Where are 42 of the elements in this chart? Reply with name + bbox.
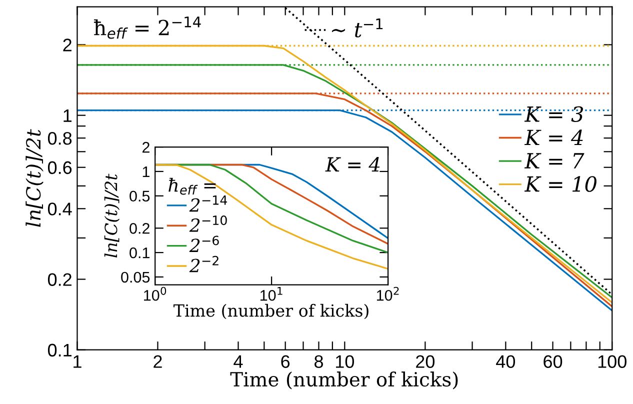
- legend-label: ∼ t$^{−1}$: [332, 18, 383, 38]
- y-tick-label: 0.4: [48, 202, 72, 216]
- x-tick-label: 20: [416, 355, 435, 368]
- y-tick-label: 1: [142, 166, 150, 177]
- y-tick-label: 0.2: [130, 223, 150, 234]
- x-tick-label: 1: [74, 355, 82, 368]
- y-tick-label: 2: [142, 142, 150, 153]
- annotation: K = 4: [325, 157, 380, 172]
- x-tick-label: 10$^{2}$: [376, 286, 399, 301]
- legend-title: ħ$_{eff}$ =: [168, 178, 216, 195]
- y-tick-label: 0.1: [48, 344, 72, 357]
- y-tick-label: 0.6: [48, 161, 72, 174]
- y-tick-label: 2: [63, 38, 72, 52]
- y-axis-title: ln[C(t)]/2t: [26, 129, 44, 227]
- x-tick-label: 100: [598, 355, 626, 368]
- x-tick-label: 4: [234, 355, 243, 368]
- legend-label: 2$^{−10}$: [189, 216, 227, 232]
- y-tick-label: 0.8: [48, 132, 72, 145]
- y-tick-label: 0.2: [48, 273, 72, 286]
- y-axis-title: ln[C(t)]/2t: [104, 174, 120, 258]
- x-tick-label: 10: [336, 355, 354, 368]
- legend-label: K = 4: [524, 130, 583, 146]
- x-tick-label: 8: [314, 355, 323, 368]
- y-tick-label: 0.05: [121, 272, 150, 283]
- x-axis-title: Time (number of kicks): [230, 372, 458, 390]
- legend-label: K = 3: [524, 106, 584, 122]
- x-tick-label: 2: [154, 355, 162, 368]
- legend-label: 2$^{−14}$: [189, 196, 228, 212]
- legend-label: K = 7: [524, 153, 584, 168]
- legend-label: 2$^{−2}$: [189, 256, 218, 272]
- y-tick-label: 1: [64, 109, 72, 122]
- x-tick-label: 40: [496, 355, 516, 368]
- y-tick-label: 0.1: [130, 247, 150, 258]
- legend-label: 2$^{−6}$: [189, 236, 219, 252]
- x-tick-label: 60: [544, 355, 562, 368]
- x-tick-label: 10$^{0}$: [144, 286, 166, 301]
- y-tick-label: 0.5: [130, 190, 150, 202]
- legend-label: K = 10: [524, 176, 596, 192]
- x-axis-title: Time (number of kicks): [174, 304, 368, 320]
- annotation: ħ$_{eff}$ = 2$^{−14}$: [94, 16, 201, 39]
- x-tick-label: 6: [281, 355, 290, 368]
- x-tick-label: 10$^{1}$: [260, 287, 282, 301]
